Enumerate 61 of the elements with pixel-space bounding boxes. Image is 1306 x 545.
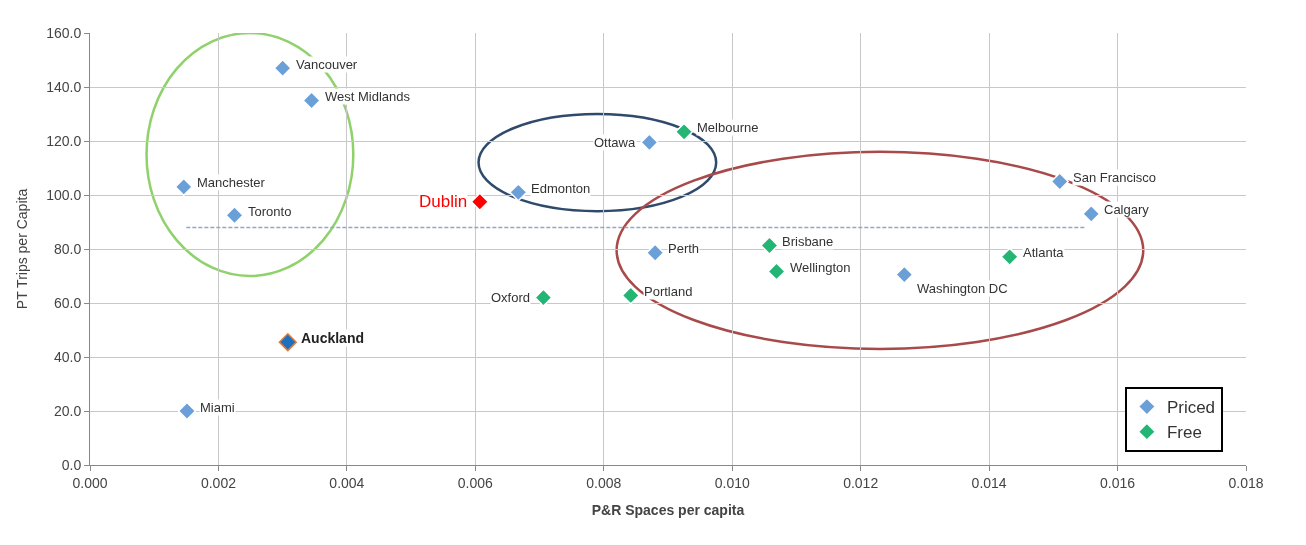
x-tick-label: 0.016: [1100, 474, 1136, 491]
annotation: Edmonton: [531, 181, 591, 196]
point: [278, 332, 297, 352]
y-tick-label: 140.0: [46, 78, 82, 95]
annotation: West Midlands: [325, 89, 411, 104]
x-axis-title: P&R Spaces per capita: [591, 502, 745, 519]
point: [640, 133, 659, 152]
point: [760, 236, 779, 255]
annotation: Miami: [200, 400, 235, 415]
point: [273, 58, 292, 78]
point: [1082, 204, 1101, 224]
point: [534, 288, 553, 307]
annotation: Vancouver: [296, 57, 358, 72]
y-tick-label: 40.0: [53, 348, 82, 365]
annotation: Portland: [644, 284, 693, 299]
point: [509, 183, 528, 202]
x-tick-label: 0.014: [971, 474, 1007, 491]
point: [674, 122, 694, 142]
y-tick-label: 20.0: [53, 402, 82, 419]
x-tick-label: 0.010: [714, 474, 750, 491]
point: [767, 262, 786, 281]
annotation: San Francisco: [1073, 170, 1157, 185]
point: [225, 206, 244, 225]
annotation: Washington DC: [917, 281, 1008, 296]
point: [177, 401, 197, 421]
legend-label: Priced: [1166, 398, 1216, 418]
annotation: Ottawa: [594, 135, 636, 150]
y-axis-title: PT Trips per Capita: [13, 188, 30, 310]
legend-label: Free: [1166, 423, 1202, 443]
annotation: Atlanta: [1023, 245, 1065, 260]
y-tick-label: 100.0: [46, 186, 82, 203]
annotation: Melbourne: [697, 120, 759, 135]
x-tick-label: 0.018: [1228, 474, 1264, 491]
x-tick-label: 0.004: [329, 474, 365, 491]
annotation: Toronto: [248, 204, 292, 219]
point: [302, 91, 321, 110]
y-tick-label: 0.0: [61, 456, 82, 473]
annotation: Auckland: [301, 330, 365, 346]
annotation: Calgary: [1104, 202, 1150, 217]
annotation: Manchester: [197, 175, 266, 190]
y-tick-label: 120.0: [46, 132, 82, 149]
point: [895, 265, 914, 284]
annotation: Dublin: [419, 192, 468, 211]
annotation: Oxford: [491, 290, 531, 305]
annotation: Wellington: [790, 260, 851, 275]
annotation: Perth: [668, 241, 700, 256]
x-tick-label: 0.006: [457, 474, 494, 491]
annotation: Brisbane: [782, 234, 834, 249]
y-tick-label: 80.0: [53, 240, 82, 257]
y-tick-label: 60.0: [53, 294, 82, 311]
point: [621, 286, 640, 305]
point: [1000, 247, 1019, 267]
x-tick-label: 0.012: [843, 474, 879, 491]
x-tick-label: 0.000: [72, 474, 108, 491]
point: [470, 192, 490, 211]
point: [174, 177, 193, 197]
point: [645, 243, 665, 262]
y-tick-label: 160.0: [46, 24, 82, 41]
point: [1050, 172, 1069, 191]
x-tick-label: 0.008: [586, 474, 622, 491]
x-tick-label: 0.002: [200, 474, 237, 491]
